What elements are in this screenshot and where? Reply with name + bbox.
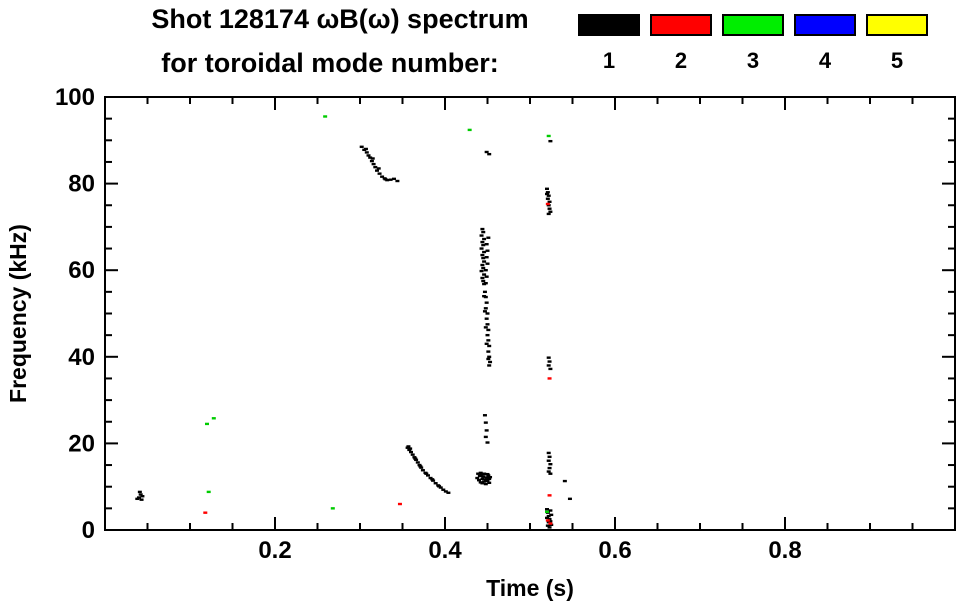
y-tick-label: 20 <box>68 430 95 457</box>
x-tick-label: 0.6 <box>598 537 631 564</box>
plot-frame <box>104 96 956 531</box>
legend-item-2: 2 <box>650 14 712 72</box>
legend-label-3: 3 <box>746 48 760 73</box>
x-tick-label: 0.8 <box>768 537 801 564</box>
legend-item-4: 4 <box>794 14 856 72</box>
legend-swatch-3 <box>722 14 784 36</box>
chart-title-line1: Shot 128174 ωB(ω) spectrum <box>151 4 529 34</box>
axis-ticks <box>105 96 955 531</box>
data-points <box>135 115 572 529</box>
axis-titles: Time (s) Frequency (kHz) <box>5 224 574 601</box>
y-tick-label: 40 <box>68 344 95 371</box>
legend-label-1: 1 <box>602 48 616 73</box>
chart-title-line2: for toroidal mode number: <box>161 48 499 78</box>
legend-item-3: 3 <box>722 14 784 72</box>
x-tick-label: 0.4 <box>428 537 462 564</box>
mode-legend: 1 2 3 4 5 <box>578 14 928 72</box>
legend-swatch-5 <box>866 14 928 36</box>
x-tick-labels: 0.2 0.4 0.6 0.8 <box>258 537 801 564</box>
y-tick-label: 0 <box>82 517 95 544</box>
legend-label-4: 4 <box>818 48 832 73</box>
legend-item-1: 1 <box>578 14 640 72</box>
y-tick-label: 80 <box>68 171 95 198</box>
y-tick-labels: 0 20 40 60 80 100 <box>55 84 95 544</box>
x-tick-label: 0.2 <box>258 537 291 564</box>
legend-swatch-2 <box>650 14 712 36</box>
legend-swatch-4 <box>794 14 856 36</box>
legend-item-5: 5 <box>866 14 928 72</box>
legend-swatch-1 <box>578 14 640 36</box>
x-axis-title: Time (s) <box>486 575 574 601</box>
y-axis-title: Frequency (kHz) <box>5 224 31 403</box>
legend-label-2: 2 <box>674 48 688 73</box>
y-tick-label: 100 <box>55 84 95 111</box>
legend-label-5: 5 <box>890 48 904 73</box>
y-tick-label: 60 <box>68 257 95 284</box>
